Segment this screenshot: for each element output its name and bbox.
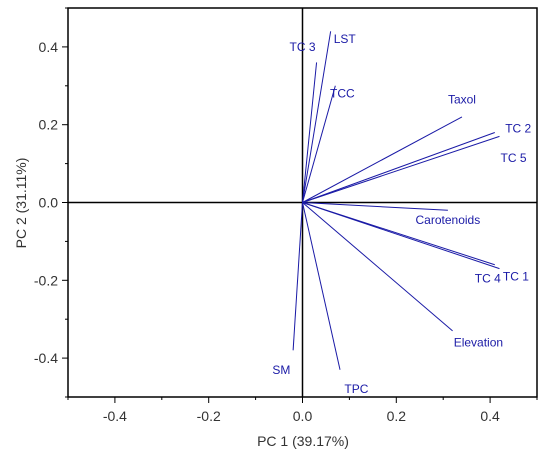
vector-taxol: [302, 116, 463, 203]
x-tick-label: 0.4: [480, 408, 500, 424]
vector-label-tc-4: TC 4: [475, 271, 501, 285]
vector-label-tcc: TCC: [330, 87, 355, 101]
vector-lst: [302, 31, 332, 203]
x-axis-title: PC 1 (39.17%): [257, 433, 349, 449]
vector-label-tc-2: TC 2: [505, 122, 531, 136]
vector-label-sm: SM: [272, 363, 290, 377]
y-tick-label: 0.0: [39, 195, 59, 211]
vector-label-carotenoids: Carotenoids: [416, 213, 481, 227]
vector-tc-5: [302, 135, 500, 203]
vector-label-tc-3: TC 3: [289, 40, 315, 54]
ticks-group: -0.4 -0.2 0.0 0.2 0.4 -0.4 -0.2 0.0 0.2 0.4: [34, 7, 538, 424]
vector-label-tc-1: TC 1: [503, 269, 529, 283]
vector-tc-2: [302, 132, 495, 203]
vectors-group: [292, 31, 500, 370]
y-tick-label: -0.4: [34, 350, 58, 366]
vector-label-tc-5: TC 5: [501, 151, 527, 165]
x-tick-label: 0.0: [293, 408, 313, 424]
y-axis-title: PC 2 (31.11%): [13, 158, 29, 249]
vector-label-tpc: TPC: [344, 382, 368, 396]
vector-sm: [292, 202, 303, 351]
x-tick-label: 0.2: [387, 408, 407, 424]
vector-elevation: [302, 202, 453, 332]
vector-carotenoids: [302, 202, 448, 211]
vector-tc-4: [302, 202, 500, 270]
vector-tpc: [302, 202, 341, 370]
y-tick-label: -0.2: [34, 272, 58, 288]
y-tick-label: 0.2: [39, 117, 59, 133]
vector-tcc: [302, 85, 336, 203]
y-tick-label: 0.4: [39, 39, 59, 55]
x-tick-label: -0.4: [103, 408, 127, 424]
vector-label-elevation: Elevation: [454, 336, 503, 350]
vector-tc-3: [302, 62, 318, 203]
vector-labels-group: TC 3 LST TCC Taxol TC 2 TC 5 Carotenoids TC 1TC…: [272, 32, 531, 396]
vector-label-taxol: Taxol: [448, 92, 476, 106]
vector-label-lst: LST: [334, 32, 357, 46]
x-tick-label: -0.2: [197, 408, 221, 424]
